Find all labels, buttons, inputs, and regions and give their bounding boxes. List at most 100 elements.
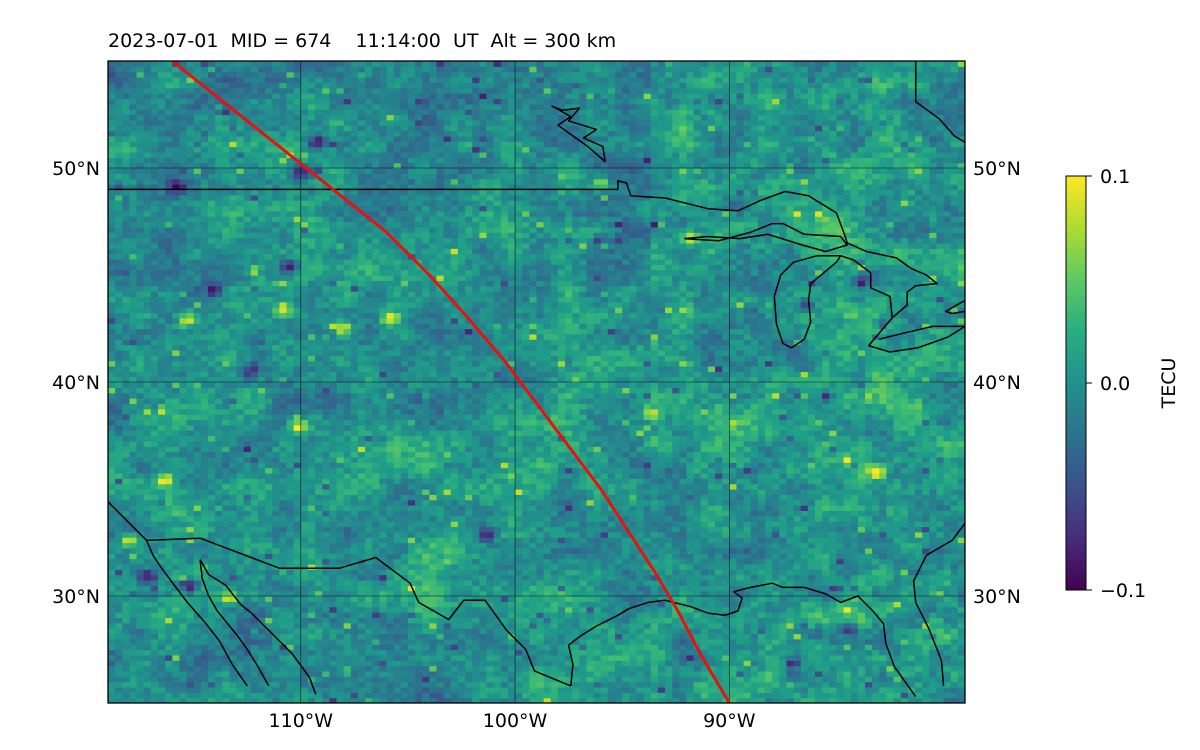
heatmap-cell xyxy=(193,531,202,538)
heatmap-cell xyxy=(422,558,430,565)
heatmap-cell xyxy=(243,574,252,581)
heatmap-cell xyxy=(122,478,131,485)
heatmap-cell xyxy=(886,676,895,683)
heatmap-cell xyxy=(343,654,352,661)
heatmap-cell xyxy=(108,660,116,667)
heatmap-cell xyxy=(700,558,709,565)
heatmap-cell xyxy=(786,644,795,651)
heatmap-cell xyxy=(150,649,159,656)
heatmap-cell xyxy=(529,515,538,522)
heatmap-cell xyxy=(679,665,688,672)
heatmap-cell xyxy=(636,521,645,528)
heatmap-cell xyxy=(307,499,316,506)
heatmap-cell xyxy=(393,526,402,533)
heatmap-cell xyxy=(957,649,965,656)
heatmap-cell xyxy=(493,510,502,517)
heatmap-cell xyxy=(450,515,459,522)
heatmap-cell xyxy=(557,515,566,522)
heatmap-cell xyxy=(115,681,123,688)
heatmap-cell xyxy=(772,547,780,554)
heatmap-cell xyxy=(315,649,323,656)
heatmap-cell xyxy=(343,686,352,693)
heatmap-cell xyxy=(729,574,738,581)
heatmap-cell xyxy=(108,649,116,656)
heatmap-cell xyxy=(665,574,673,581)
heatmap-cell xyxy=(372,494,380,501)
heatmap-cell xyxy=(543,596,552,602)
heatmap-cell xyxy=(622,563,630,570)
heatmap-cell xyxy=(872,563,880,570)
heatmap-cell xyxy=(293,644,302,651)
heatmap-cell xyxy=(236,531,245,538)
heatmap-cell xyxy=(693,521,702,528)
map-title: 2023-07-01 MID = 674 11:14:00 UT Alt = 3… xyxy=(108,30,617,52)
heatmap-cell xyxy=(757,665,766,672)
heatmap-cell xyxy=(807,681,816,688)
heatmap-cell xyxy=(779,585,788,592)
heatmap-cell xyxy=(857,628,866,635)
heatmap-cell xyxy=(179,563,188,570)
heatmap-cell xyxy=(515,569,523,576)
heatmap-cell xyxy=(250,521,259,528)
heatmap-cell xyxy=(507,553,516,560)
heatmap-cell xyxy=(800,697,809,703)
heatmap-cell xyxy=(472,596,480,602)
heatmap-cell xyxy=(879,633,888,640)
heatmap-cell xyxy=(686,510,695,517)
heatmap-cell xyxy=(872,515,880,522)
heatmap-cell xyxy=(900,596,909,602)
heatmap-cell xyxy=(779,494,788,501)
heatmap-cell xyxy=(272,585,280,592)
heatmap-cell xyxy=(729,692,738,699)
heatmap-cell xyxy=(807,633,816,640)
heatmap-cell xyxy=(879,617,888,624)
heatmap-cell xyxy=(357,665,366,672)
heatmap-cell xyxy=(207,542,216,549)
heatmap-cell xyxy=(643,579,652,586)
heatmap-cell xyxy=(572,681,580,688)
heatmap-cell xyxy=(936,521,945,528)
heatmap-cell xyxy=(179,526,188,533)
heatmap-cell xyxy=(636,606,645,613)
heatmap-cell xyxy=(600,617,609,624)
heatmap-cell xyxy=(365,633,373,640)
heatmap-cell xyxy=(522,617,530,624)
heatmap-cell xyxy=(886,665,895,672)
heatmap-cell xyxy=(879,638,888,645)
heatmap-cell xyxy=(929,676,938,683)
heatmap-cell xyxy=(843,692,852,699)
heatmap-cell xyxy=(643,654,652,661)
heatmap-cell xyxy=(665,531,673,538)
heatmap-cell xyxy=(472,515,480,522)
heatmap-cell xyxy=(279,569,288,576)
heatmap-cell xyxy=(429,676,438,683)
heatmap-cell xyxy=(343,510,352,517)
heatmap-cell xyxy=(636,596,645,602)
heatmap-cell xyxy=(450,553,459,560)
heatmap-cell xyxy=(786,590,795,597)
heatmap-cell xyxy=(657,526,666,533)
heatmap-cell xyxy=(150,494,159,501)
heatmap-cell xyxy=(686,660,695,667)
heatmap-cell xyxy=(607,558,616,565)
heatmap-cell xyxy=(493,483,502,490)
heatmap-cell xyxy=(129,670,138,677)
heatmap-cell xyxy=(943,499,952,506)
heatmap-cell xyxy=(586,558,595,565)
heatmap-cell xyxy=(550,596,559,602)
heatmap-cell xyxy=(215,670,223,677)
heatmap-cell xyxy=(800,686,809,693)
heatmap-cell xyxy=(357,676,366,683)
heatmap-cell xyxy=(879,553,888,560)
heatmap-cell xyxy=(822,526,830,533)
heatmap-cell xyxy=(407,515,416,522)
heatmap-cell xyxy=(443,521,452,528)
heatmap-cell xyxy=(122,660,131,667)
heatmap-cell xyxy=(529,606,538,613)
heatmap-cell xyxy=(800,505,809,511)
heatmap-cell xyxy=(222,526,231,533)
heatmap-cell xyxy=(522,579,530,586)
heatmap-cell xyxy=(165,638,173,645)
heatmap-cell xyxy=(686,553,695,560)
heatmap-cell xyxy=(557,505,566,511)
